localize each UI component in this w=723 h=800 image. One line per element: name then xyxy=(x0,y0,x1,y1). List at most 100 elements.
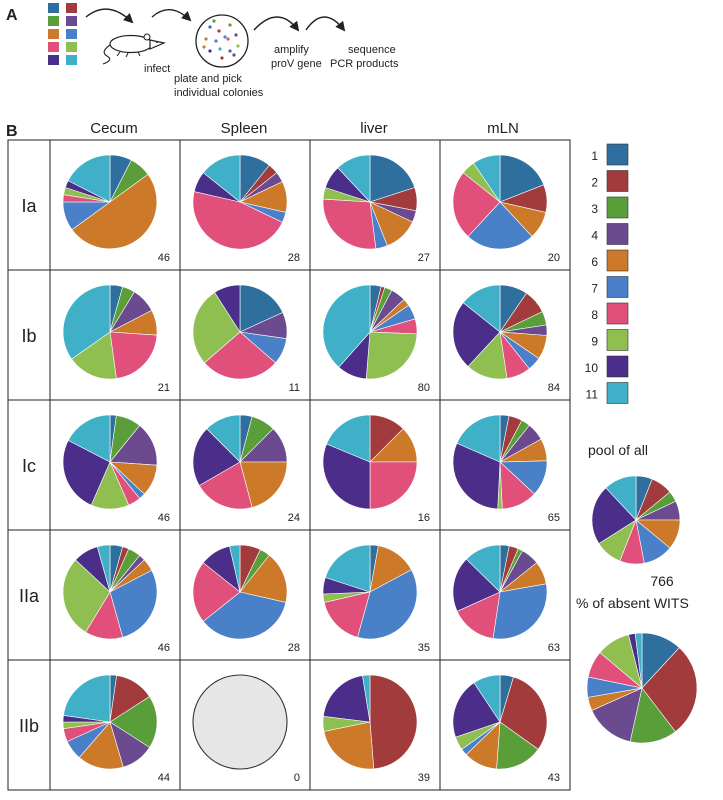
legend: 1 2 3 4 6 7 8 9 10 11 xyxy=(585,143,629,404)
pie-slice-2 xyxy=(499,676,548,750)
pie-slice-10 xyxy=(452,302,501,367)
pie-slice-11 xyxy=(67,154,111,203)
pie-count: 16 xyxy=(418,512,430,524)
row-label-iib: IIb xyxy=(19,716,39,736)
pie-slice-11 xyxy=(322,284,371,368)
pie-slice-9 xyxy=(71,331,117,380)
legend-swatch-2 xyxy=(606,170,629,192)
legend-swatch-10 xyxy=(606,355,629,378)
row-label-ic: Ic xyxy=(22,456,36,476)
pie-slice-8 xyxy=(322,198,377,250)
pie-slice-6 xyxy=(71,173,158,250)
pie-slice-10 xyxy=(452,558,501,612)
strain-swatch-8 xyxy=(48,42,59,52)
step-infect-label: infect xyxy=(144,63,170,75)
pie-count: 46 xyxy=(158,642,170,654)
column-header-spleen: Spleen xyxy=(221,120,268,137)
pie-ib-mln: 84 xyxy=(452,284,560,394)
step-sequence-label-line2: PCR products xyxy=(330,58,399,70)
pie-ia-liver: 27 xyxy=(322,154,430,264)
colony-dot xyxy=(204,37,208,41)
pie-count: 0 xyxy=(294,772,300,784)
row-label-ia: Ia xyxy=(21,196,37,216)
pie-ib-cecum: 21 xyxy=(62,284,170,394)
pool-of-all-label: pool of all xyxy=(588,442,648,458)
pie-slice-10 xyxy=(323,675,371,723)
step-plate-label-line2: individual colonies xyxy=(174,87,264,99)
pie-iia-cecum: 46 xyxy=(62,544,170,654)
pool-of-all-count: 766 xyxy=(650,573,674,589)
pie-count: 46 xyxy=(158,512,170,524)
colony-dot xyxy=(208,49,212,53)
pie-count: 35 xyxy=(418,642,430,654)
pie-slice-8 xyxy=(456,591,501,639)
pie-slice-11 xyxy=(473,154,501,203)
colony-dot xyxy=(214,39,218,43)
pie-slice-11 xyxy=(62,284,111,360)
legend-label-4: 4 xyxy=(591,229,598,243)
pie-count: 44 xyxy=(158,772,170,784)
pie-grid: Ia Ib Ic IIa IIb 46 28 27 20 21 11 80 84 46 24 16 65 46 28… xyxy=(7,139,571,791)
step-amplify-label-line2: proV gene xyxy=(271,58,322,70)
legend-label-11: 11 xyxy=(586,388,599,402)
pie-count: 27 xyxy=(418,252,430,264)
pie-count: 65 xyxy=(548,512,560,524)
pie-iib-spleen: 0 xyxy=(192,674,300,784)
pie-slice-11 xyxy=(326,414,371,463)
mouse-icon xyxy=(102,33,166,65)
pie-iib-cecum: 44 xyxy=(62,674,170,784)
column-header-liver: liver xyxy=(360,120,388,137)
strain-swatch-3 xyxy=(48,16,59,26)
pie-count: 28 xyxy=(288,252,300,264)
legend-swatch-8 xyxy=(606,302,629,325)
strain-swatch-2 xyxy=(66,3,77,13)
pie-slice-11 xyxy=(456,414,501,463)
arrow-to-plate xyxy=(151,9,192,22)
pie-count: 21 xyxy=(158,382,170,394)
pie-ic-mln: 65 xyxy=(452,414,560,524)
pie-slice-2 xyxy=(369,674,418,770)
legend-label-1: 1 xyxy=(591,149,598,163)
pie-slice-6 xyxy=(323,721,375,770)
row-label-ib: Ib xyxy=(21,326,36,346)
pie-iib-mln: 43 xyxy=(452,674,560,784)
pie-slice-11 xyxy=(362,674,371,723)
strain-swatch-9 xyxy=(66,42,77,52)
arrow-to-mouse xyxy=(85,8,134,24)
legend-label-10: 10 xyxy=(585,361,599,375)
pie-slice-8 xyxy=(198,461,253,510)
absent-pie-slice-4 xyxy=(591,687,643,743)
pie-slice-11 xyxy=(96,544,111,593)
pie-slice-8 xyxy=(109,331,158,379)
pie-ia-spleen: 28 xyxy=(192,154,300,264)
legend-swatch-4 xyxy=(606,223,629,245)
pie-iia-liver: 35 xyxy=(322,544,430,654)
pie-ib-spleen: 11 xyxy=(192,284,300,394)
pie-count: 24 xyxy=(288,512,300,524)
strain-swatch-7 xyxy=(66,29,77,39)
pie-ic-liver: 16 xyxy=(322,414,430,524)
pie-slice-10 xyxy=(214,284,241,334)
legend-swatch-3 xyxy=(606,196,629,219)
pie-slice-1 xyxy=(499,154,545,203)
pie-slice-8 xyxy=(192,562,241,622)
pie-slice-8 xyxy=(204,331,276,380)
legend-label-6: 6 xyxy=(591,255,598,269)
colony-dot xyxy=(202,45,206,49)
pie-count: 84 xyxy=(548,382,560,394)
pie-slice-9 xyxy=(365,331,418,380)
pie-ib-liver: 80 xyxy=(322,284,430,394)
colony-dot xyxy=(208,25,212,29)
step-sequence-label-line1: sequence xyxy=(348,44,396,56)
column-header-cecum: Cecum xyxy=(90,120,138,137)
panel-a-label: A xyxy=(6,7,18,24)
pie-slice-10 xyxy=(62,439,111,506)
pie-count: 46 xyxy=(158,252,170,264)
pie-slice-8 xyxy=(192,191,283,250)
pie-slice-11 xyxy=(206,414,241,463)
pie-slice-6 xyxy=(239,554,288,603)
arrow-to-amplify xyxy=(253,16,300,32)
pie-count: 28 xyxy=(288,642,300,654)
pie-slice-1 xyxy=(369,154,416,203)
